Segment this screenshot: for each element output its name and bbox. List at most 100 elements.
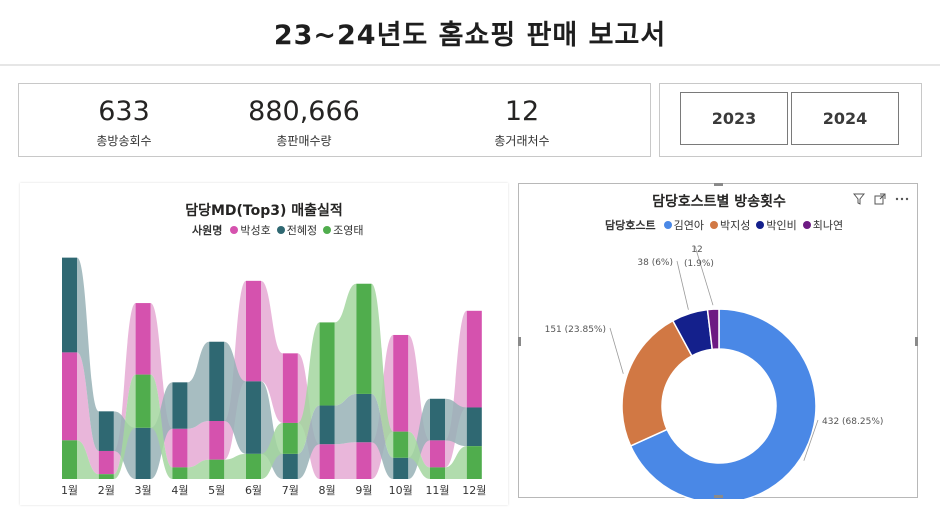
bar-segment[interactable] <box>319 405 335 445</box>
bar-segment[interactable] <box>466 310 482 408</box>
x-tick-label: 8월 <box>319 484 336 497</box>
more-options-icon[interactable] <box>895 193 909 208</box>
kpi-total-clients: 12 총거래처수 <box>442 96 602 149</box>
ribbon-1-0 <box>77 257 99 451</box>
bar-segment[interactable] <box>135 427 151 479</box>
bar-segment[interactable] <box>62 352 77 441</box>
legend-item-jeon-hyejeong[interactable]: 전혜정 <box>276 222 318 238</box>
legend-label: 조영태 <box>333 224 364 237</box>
bar-segment[interactable] <box>319 444 335 479</box>
bar-segment[interactable] <box>62 440 77 479</box>
ribbon-1-8 <box>371 393 394 479</box>
bar-segment[interactable] <box>393 431 409 458</box>
resize-handle-bottom[interactable] <box>714 495 723 498</box>
ribbon-1-4 <box>224 341 246 454</box>
bar-segment[interactable] <box>393 457 409 479</box>
legend-label: 최나연 <box>812 219 844 232</box>
bar-segment[interactable] <box>282 422 298 454</box>
bar-segment[interactable] <box>135 303 151 375</box>
filter-icon[interactable] <box>852 193 866 208</box>
x-tick-label: 3월 <box>135 484 152 497</box>
resize-handle-left[interactable] <box>518 337 521 346</box>
legend-item-park-jisung[interactable]: 박지성 <box>709 217 751 233</box>
bar-segment[interactable] <box>393 334 409 432</box>
bar-segment[interactable] <box>98 450 114 475</box>
donut-slice[interactable] <box>629 308 817 499</box>
bar-segment[interactable] <box>209 341 225 421</box>
resize-handle-right[interactable] <box>915 337 918 346</box>
ribbon-0-1 <box>113 303 136 475</box>
host-legend: 담당호스트 김연아 박지성 박인비 최나연 <box>605 217 843 233</box>
donut-chart: 432 (68.25%) 151 (23.85%) 38 (6%) 12 (1.9%) <box>545 245 883 499</box>
bar-segment[interactable] <box>282 453 298 479</box>
md-sales-legend: 사원명 박성호 전혜정 조영태 <box>192 222 364 238</box>
legend-dot <box>276 226 285 234</box>
bar-segment[interactable] <box>172 382 188 429</box>
bar-segment[interactable] <box>356 283 372 394</box>
md-sales-chart-panel: 담당MD(Top3) 매출실적 사원명 박성호 전혜정 조영태 1월 2월 3월 4월… <box>20 183 508 505</box>
bar-segment[interactable] <box>430 398 445 441</box>
bar-segment[interactable] <box>172 428 188 468</box>
legend-item-kim-yuna[interactable]: 김연아 <box>663 217 704 233</box>
bar-segment[interactable] <box>98 474 114 479</box>
bar-segment[interactable] <box>246 280 261 382</box>
slice-label: 12 <box>691 245 702 255</box>
kpi-label: 총거래처수 <box>494 134 550 148</box>
ribbon-layer <box>77 257 467 479</box>
bar-segment[interactable] <box>246 453 261 479</box>
focus-mode-icon[interactable] <box>874 193 886 208</box>
donut-slice[interactable] <box>621 319 693 447</box>
x-axis-labels: 1월 2월 3월 4월 5월 6월 7월 8월 9월 10월 11월 12월 <box>61 484 486 497</box>
ribbon-1-3 <box>187 341 210 429</box>
report-header: 23~24년도 홈쇼핑 판매 보고서 <box>0 0 940 66</box>
legend-title: 담당호스트 <box>605 219 656 232</box>
ribbon-2-8 <box>371 283 394 458</box>
legend-item-jo-yeongtae[interactable]: 조영태 <box>323 222 364 238</box>
slice-label-layer: 432 (68.25%) 151 (23.85%) 38 (6%) 12 (1.9%) <box>545 245 883 461</box>
year-2024-button[interactable]: 2024 <box>791 92 899 145</box>
x-tick-label: 4월 <box>171 484 188 497</box>
legend-item-park-seongho[interactable]: 박성호 <box>230 222 271 238</box>
bar-segment[interactable] <box>282 353 298 423</box>
donut-slice[interactable] <box>706 308 720 351</box>
legend-label: 박성호 <box>240 224 271 237</box>
visual-header-icons <box>852 193 909 208</box>
ribbon-2-0 <box>77 440 99 479</box>
bar-segment[interactable] <box>356 442 372 479</box>
bar-segment[interactable] <box>430 467 445 479</box>
legend-item-park-inbee[interactable]: 박인비 <box>756 217 797 233</box>
bar-segment[interactable] <box>430 440 445 468</box>
legend-label: 김연아 <box>673 219 704 232</box>
bar-segment[interactable] <box>356 393 372 443</box>
legend-item-choi-nayeon[interactable]: 최나연 <box>802 217 844 233</box>
leader-line <box>609 327 624 374</box>
md-sales-chart-title: 담당MD(Top3) 매출실적 <box>185 203 343 219</box>
bar-segment[interactable] <box>172 467 188 479</box>
year-2023-button[interactable]: 2023 <box>680 92 788 145</box>
ribbon-2-9 <box>408 431 430 479</box>
year-slicer: 2023 2024 <box>659 83 922 157</box>
x-tick-label: 11월 <box>425 484 449 497</box>
legend-label: 박지성 <box>719 219 751 232</box>
ribbon-2-2 <box>150 374 173 479</box>
ribbon-2-5 <box>261 422 283 479</box>
bar-layer <box>62 257 482 479</box>
slice-label: 151 (23.85%) <box>545 325 606 335</box>
bar-segment[interactable] <box>209 421 225 460</box>
legend-label: 전혜정 <box>286 224 318 237</box>
bar-segment[interactable] <box>466 446 482 479</box>
kpi-total-sales-quantity: 880,666 총판매수량 <box>224 96 384 149</box>
bar-segment[interactable] <box>98 411 114 451</box>
report-title: 23~24년도 홈쇼핑 판매 보고서 <box>273 19 667 51</box>
bar-segment[interactable] <box>135 374 151 428</box>
resize-handle-top[interactable] <box>714 183 723 186</box>
bar-segment[interactable] <box>246 381 261 454</box>
bar-segment[interactable] <box>319 322 335 406</box>
bar-segment[interactable] <box>62 257 77 353</box>
ribbon-2-4 <box>224 453 246 479</box>
kpi-label: 총판매수량 <box>276 134 332 148</box>
bar-segment[interactable] <box>209 459 225 479</box>
legend-title: 사원명 <box>192 224 223 237</box>
leader-line <box>694 245 714 306</box>
bar-segment[interactable] <box>466 407 482 447</box>
